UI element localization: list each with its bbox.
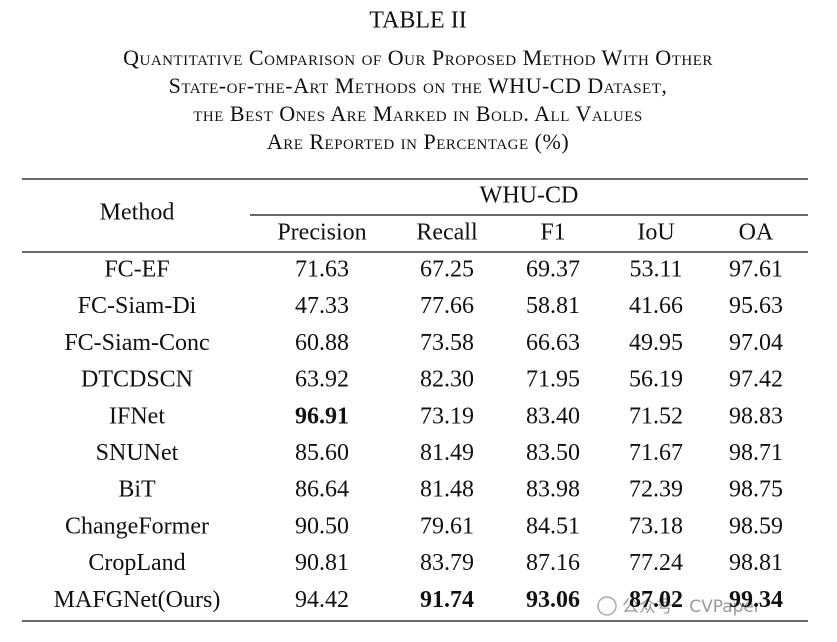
watermark-icon	[597, 596, 617, 616]
metric-value: 85.60	[295, 440, 349, 466]
metric-value: 79.61	[420, 513, 474, 539]
metric-value: 53.11	[629, 257, 682, 283]
metric-value: 60.88	[295, 330, 349, 356]
metric-value: 56.19	[629, 367, 683, 393]
method-name: ChangeFormer	[65, 513, 209, 539]
metric-value: 77.66	[420, 293, 474, 319]
metric-value: 95.63	[729, 293, 783, 319]
metric-value: 98.59	[729, 513, 783, 539]
metric-value: 49.95	[629, 330, 683, 356]
table-title: TABLE II	[369, 8, 466, 34]
metric-value: 72.39	[629, 477, 683, 503]
method-name: BiT	[118, 477, 156, 503]
metric-value: 47.33	[295, 293, 349, 319]
metric-value: 93.06	[526, 587, 580, 613]
metric-value: 71.63	[295, 257, 349, 283]
metric-value: 99.34	[729, 587, 783, 613]
metric-value: 83.98	[526, 477, 580, 503]
metric-value: 69.37	[526, 257, 580, 283]
metric-value: 86.64	[295, 477, 349, 503]
caption-line: the Best Ones Are Marked in Bold. All Va…	[193, 101, 642, 126]
method-name: DTCDSCN	[81, 367, 193, 393]
metric-value: 97.04	[729, 330, 783, 356]
metric-value: 98.81	[729, 550, 783, 576]
metric-value: 96.91	[295, 403, 349, 429]
column-header: OA	[739, 220, 774, 246]
metric-value: 66.63	[526, 330, 580, 356]
metric-value: 71.95	[526, 367, 580, 393]
metric-value: 83.40	[526, 403, 580, 429]
metric-value: 77.24	[629, 550, 683, 576]
metric-value: 58.81	[526, 293, 580, 319]
metric-value: 71.52	[629, 403, 683, 429]
watermark-group: 公众号 · CVPaper	[597, 596, 761, 617]
metric-value: 91.74	[420, 587, 474, 613]
metric-value: 98.71	[729, 440, 783, 466]
metric-value: 73.19	[420, 403, 474, 429]
method-name: FC-Siam-Conc	[64, 330, 209, 356]
metric-value: 98.75	[729, 477, 783, 503]
metric-value: 73.18	[629, 513, 683, 539]
metric-value: 97.61	[729, 257, 783, 283]
method-name: FC-EF	[104, 257, 169, 283]
metric-value: 67.25	[420, 257, 474, 283]
metric-value: 90.81	[295, 550, 349, 576]
column-header: Recall	[416, 220, 478, 246]
metric-value: 87.02	[629, 587, 683, 613]
caption-line: Quantitative Comparison of Our Proposed …	[123, 45, 713, 70]
metric-value: 94.42	[295, 587, 349, 613]
column-header: IoU	[637, 220, 674, 246]
column-header: Precision	[277, 220, 366, 246]
method-name: CropLand	[88, 550, 185, 576]
method-name: MAFGNet(Ours)	[54, 587, 221, 613]
caption-line: Are Reported in Percentage (%)	[267, 129, 569, 154]
metric-value: 84.51	[526, 513, 580, 539]
metric-value: 41.66	[629, 293, 683, 319]
watermark: 公众号 · CVPaper	[622, 597, 761, 617]
metric-value: 98.83	[729, 403, 783, 429]
column-header: F1	[540, 220, 565, 246]
metric-value: 73.58	[420, 330, 474, 356]
method-name: SNUNet	[96, 440, 179, 466]
metric-value: 90.50	[295, 513, 349, 539]
method-name: FC-Siam-Di	[78, 293, 197, 319]
metric-value: 81.49	[420, 440, 474, 466]
group-header: WHU-CD	[480, 183, 579, 209]
method-header: Method	[100, 200, 175, 226]
metric-value: 87.16	[526, 550, 580, 576]
metric-value: 71.67	[629, 440, 683, 466]
metric-value: 83.79	[420, 550, 474, 576]
metric-value: 63.92	[295, 367, 349, 393]
method-name: IFNet	[109, 403, 165, 429]
metric-value: 97.42	[729, 367, 783, 393]
metric-value: 83.50	[526, 440, 580, 466]
metric-value: 82.30	[420, 367, 474, 393]
metric-value: 81.48	[420, 477, 474, 503]
caption-line: State-of-the-Art Methods on the WHU-CD D…	[169, 73, 668, 98]
